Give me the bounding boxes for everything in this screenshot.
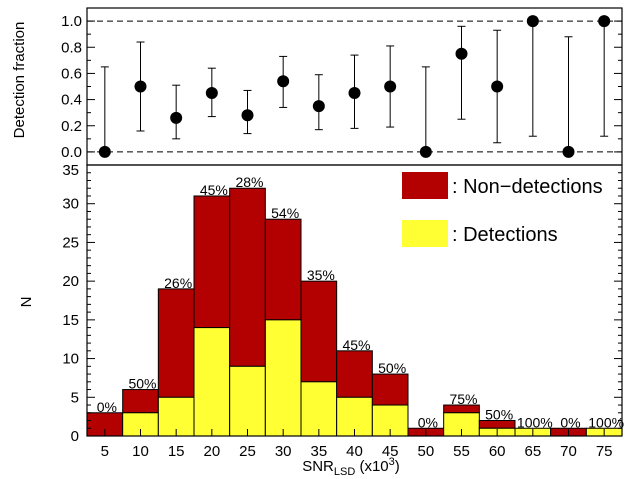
xtick-label: 45 [382, 443, 399, 460]
top-ytick-label: 0.8 [61, 39, 82, 56]
xtick-label: 10 [132, 443, 149, 460]
non-detection-bar [229, 187, 266, 367]
bottom-ytick-label: 10 [62, 351, 79, 368]
detection-fraction-point [598, 15, 611, 28]
percent-label: 26% [164, 275, 192, 291]
xtick-label: 40 [346, 443, 363, 460]
detection-fraction-axis-title: Detection fraction [11, 22, 28, 139]
snr-axis-title-superscript: 3 [389, 456, 395, 468]
detection-bar [229, 365, 266, 437]
detection-fraction-panel: 0.0 0.2 0.4 0.6 0.8 1.0 [61, 7, 623, 166]
top-ytick-label: 0.4 [61, 92, 82, 109]
detection-fraction-point [384, 80, 397, 93]
non-detection-bar [157, 288, 195, 398]
top-ytick-label: 0.2 [61, 118, 82, 135]
detection-fraction-point [455, 47, 468, 60]
non-detection-bar [264, 218, 302, 321]
legend-detections-label: : Detections [452, 224, 558, 246]
bottom-ytick-label: 15 [62, 312, 79, 329]
bottom-ytick-label: 35 [62, 162, 79, 179]
bottom-ytick-label: 0 [71, 428, 79, 445]
detection-fraction-point [241, 109, 254, 122]
xtick-label: 75 [596, 443, 613, 460]
percent-label: 0% [418, 414, 438, 430]
non-detection-bar [336, 350, 373, 398]
xtick-label: 5 [101, 443, 109, 460]
detection-bar [300, 381, 338, 437]
snr-axis-title-close: ) [395, 458, 400, 475]
xtick-label: 50 [417, 443, 434, 460]
snr-axis-title-subscript: LSD [334, 466, 355, 478]
detection-fraction-point [170, 111, 183, 124]
detection-fraction-point [491, 80, 504, 93]
xtick-label: 25 [239, 443, 256, 460]
xtick-label: 60 [489, 443, 506, 460]
percent-label: 45% [200, 182, 228, 198]
percent-label: 28% [235, 174, 263, 190]
bottom-ytick-label: 20 [62, 273, 79, 290]
percent-label: 45% [342, 337, 370, 353]
xtick-label: 20 [203, 443, 220, 460]
detection-fraction-point [526, 15, 539, 28]
detection-fraction-point [312, 100, 325, 113]
percent-label: 50% [485, 407, 513, 423]
percent-label: 75% [449, 391, 477, 407]
count-axis-title: N [18, 297, 35, 308]
top-ytick-label: 0.6 [61, 65, 82, 82]
xtick-label: 70 [560, 443, 577, 460]
detection-bar [193, 327, 231, 437]
xtick-label: 30 [275, 443, 292, 460]
bottom-ytick-label: 25 [62, 234, 79, 251]
snr-histogram-panel: 0%550%1026%1545%2028%2554%3035%3545%4050… [62, 162, 624, 460]
percent-label: 100% [517, 414, 553, 430]
histogram-legend: : Non−detections : Detections [402, 172, 603, 247]
snr-axis-title: SNRLSD (x103) [302, 456, 400, 478]
percent-label: 50% [378, 360, 406, 376]
bottom-panel-frame [86, 164, 623, 437]
detection-fraction-point [205, 87, 218, 100]
xtick-label: 65 [524, 443, 541, 460]
detection-fraction-point [98, 145, 111, 158]
xtick-label: 35 [310, 443, 327, 460]
detection-fraction-point [419, 145, 432, 158]
snr-axis-title-main: SNR [302, 458, 334, 475]
bottom-ytick-label: 30 [62, 196, 79, 213]
non-detection-bar [371, 373, 409, 406]
percent-label: 100% [588, 414, 624, 430]
percent-label: 0% [560, 414, 580, 430]
xtick-label: 15 [168, 443, 185, 460]
percent-label: 0% [97, 399, 117, 415]
snr-axis-title-unit: (x10 [355, 458, 388, 475]
legend-non-detections-swatch [402, 172, 448, 199]
detection-fraction-point [562, 145, 575, 158]
non-detection-bar [122, 389, 159, 414]
top-ytick-label: 0.0 [61, 144, 82, 161]
legend-non-detections-label: : Non−detections [452, 176, 603, 198]
detection-fraction-point [134, 80, 147, 93]
detection-bar [264, 319, 302, 437]
legend-detections-swatch [402, 220, 448, 247]
detection-fraction-point [348, 87, 361, 100]
percent-label: 35% [307, 267, 335, 283]
bottom-ytick-label: 5 [71, 389, 79, 406]
detection-fraction-point [277, 75, 290, 88]
non-detection-bar [300, 280, 338, 383]
percent-label: 50% [128, 376, 156, 392]
non-detection-bar [193, 195, 231, 329]
top-ytick-label: 1.0 [61, 13, 82, 30]
percent-label: 54% [271, 205, 299, 221]
xtick-label: 55 [453, 443, 470, 460]
